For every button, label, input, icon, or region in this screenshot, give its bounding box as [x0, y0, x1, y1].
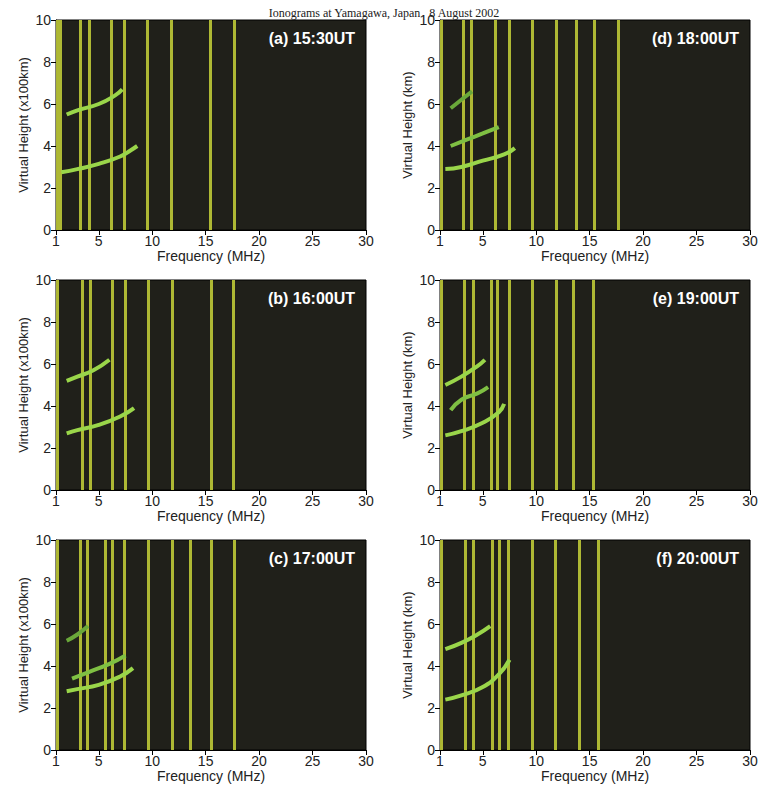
- svg-text:0: 0: [427, 222, 435, 238]
- svg-text:1: 1: [52, 233, 60, 249]
- svg-text:15: 15: [582, 493, 598, 509]
- svg-text:30: 30: [742, 233, 758, 249]
- svg-text:10: 10: [528, 233, 544, 249]
- svg-text:6: 6: [43, 616, 51, 632]
- svg-text:25: 25: [689, 493, 705, 509]
- svg-text:Virtual Height (km): Virtual Height (km): [400, 71, 415, 178]
- svg-text:Frequency (MHz): Frequency (MHz): [541, 248, 649, 264]
- svg-text:2: 2: [427, 700, 435, 716]
- svg-text:30: 30: [358, 493, 374, 509]
- svg-text:10: 10: [144, 233, 160, 249]
- svg-text:4: 4: [427, 398, 435, 414]
- svg-text:Frequency (MHz): Frequency (MHz): [157, 508, 265, 524]
- svg-text:20: 20: [635, 233, 651, 249]
- svg-text:1: 1: [52, 493, 60, 509]
- svg-text:25: 25: [305, 233, 321, 249]
- svg-text:Ionograms at Yamagawa, Japan: Ionograms at Yamagawa, Japan 8 August 20…: [269, 6, 500, 20]
- svg-text:4: 4: [427, 138, 435, 154]
- svg-text:1: 1: [52, 753, 60, 769]
- svg-text:5: 5: [95, 233, 103, 249]
- svg-text:6: 6: [427, 356, 435, 372]
- svg-text:Virtual Height (x100km): Virtual Height (x100km): [16, 577, 31, 713]
- svg-text:2: 2: [43, 180, 51, 196]
- svg-text:30: 30: [742, 493, 758, 509]
- svg-text:15: 15: [582, 233, 598, 249]
- svg-text:8: 8: [43, 314, 51, 330]
- svg-text:4: 4: [43, 398, 51, 414]
- svg-text:25: 25: [305, 493, 321, 509]
- svg-text:Frequency (MHz): Frequency (MHz): [157, 248, 265, 264]
- svg-text:(f) 20:00UT: (f) 20:00UT: [656, 550, 739, 567]
- svg-text:10: 10: [419, 12, 435, 28]
- svg-text:30: 30: [358, 233, 374, 249]
- svg-text:(e) 19:00UT: (e) 19:00UT: [653, 290, 739, 307]
- svg-text:(d) 18:00UT: (d) 18:00UT: [652, 30, 739, 47]
- svg-text:5: 5: [95, 753, 103, 769]
- svg-text:25: 25: [305, 753, 321, 769]
- svg-text:8: 8: [427, 314, 435, 330]
- svg-text:10: 10: [144, 753, 160, 769]
- svg-text:15: 15: [198, 493, 214, 509]
- svg-text:10: 10: [144, 493, 160, 509]
- svg-text:20: 20: [251, 233, 267, 249]
- svg-text:10: 10: [35, 12, 51, 28]
- svg-text:10: 10: [419, 532, 435, 548]
- svg-text:10: 10: [35, 532, 51, 548]
- svg-text:15: 15: [198, 233, 214, 249]
- svg-text:20: 20: [251, 493, 267, 509]
- svg-text:15: 15: [198, 753, 214, 769]
- svg-text:30: 30: [742, 753, 758, 769]
- svg-text:Virtual Height (km): Virtual Height (km): [400, 331, 415, 438]
- svg-text:8: 8: [43, 574, 51, 590]
- svg-text:1: 1: [436, 753, 444, 769]
- svg-text:20: 20: [635, 753, 651, 769]
- svg-text:0: 0: [43, 742, 51, 758]
- svg-text:4: 4: [43, 138, 51, 154]
- svg-text:2: 2: [43, 440, 51, 456]
- svg-text:6: 6: [43, 96, 51, 112]
- svg-text:20: 20: [251, 753, 267, 769]
- svg-text:8: 8: [427, 574, 435, 590]
- svg-text:Frequency (MHz): Frequency (MHz): [541, 508, 649, 524]
- svg-text:10: 10: [35, 272, 51, 288]
- svg-text:(c) 17:00UT: (c) 17:00UT: [269, 550, 355, 567]
- svg-text:1: 1: [436, 233, 444, 249]
- svg-text:0: 0: [427, 742, 435, 758]
- svg-text:25: 25: [689, 233, 705, 249]
- svg-text:4: 4: [427, 658, 435, 674]
- svg-text:Virtual Height (km): Virtual Height (km): [400, 591, 415, 698]
- svg-text:2: 2: [427, 440, 435, 456]
- svg-text:2: 2: [43, 700, 51, 716]
- svg-text:6: 6: [427, 616, 435, 632]
- svg-text:0: 0: [427, 482, 435, 498]
- svg-text:5: 5: [479, 753, 487, 769]
- svg-text:6: 6: [43, 356, 51, 372]
- svg-text:Virtual Height (x100km): Virtual Height (x100km): [16, 57, 31, 193]
- svg-text:6: 6: [427, 96, 435, 112]
- svg-text:0: 0: [43, 482, 51, 498]
- svg-text:0: 0: [43, 222, 51, 238]
- svg-text:5: 5: [95, 493, 103, 509]
- svg-text:Virtual Height (x100km): Virtual Height (x100km): [16, 317, 31, 453]
- svg-text:1: 1: [436, 493, 444, 509]
- svg-text:4: 4: [43, 658, 51, 674]
- svg-text:Frequency (MHz): Frequency (MHz): [541, 768, 649, 784]
- svg-text:5: 5: [479, 493, 487, 509]
- svg-text:(b) 16:00UT: (b) 16:00UT: [268, 290, 355, 307]
- svg-text:15: 15: [582, 753, 598, 769]
- svg-text:10: 10: [528, 753, 544, 769]
- svg-text:30: 30: [358, 753, 374, 769]
- svg-text:Frequency (MHz): Frequency (MHz): [157, 768, 265, 784]
- svg-text:20: 20: [635, 493, 651, 509]
- svg-text:8: 8: [427, 54, 435, 70]
- svg-text:10: 10: [419, 272, 435, 288]
- svg-text:10: 10: [528, 493, 544, 509]
- svg-text:(a) 15:30UT: (a) 15:30UT: [269, 30, 355, 47]
- svg-text:25: 25: [689, 753, 705, 769]
- svg-text:5: 5: [479, 233, 487, 249]
- svg-text:8: 8: [43, 54, 51, 70]
- svg-text:2: 2: [427, 180, 435, 196]
